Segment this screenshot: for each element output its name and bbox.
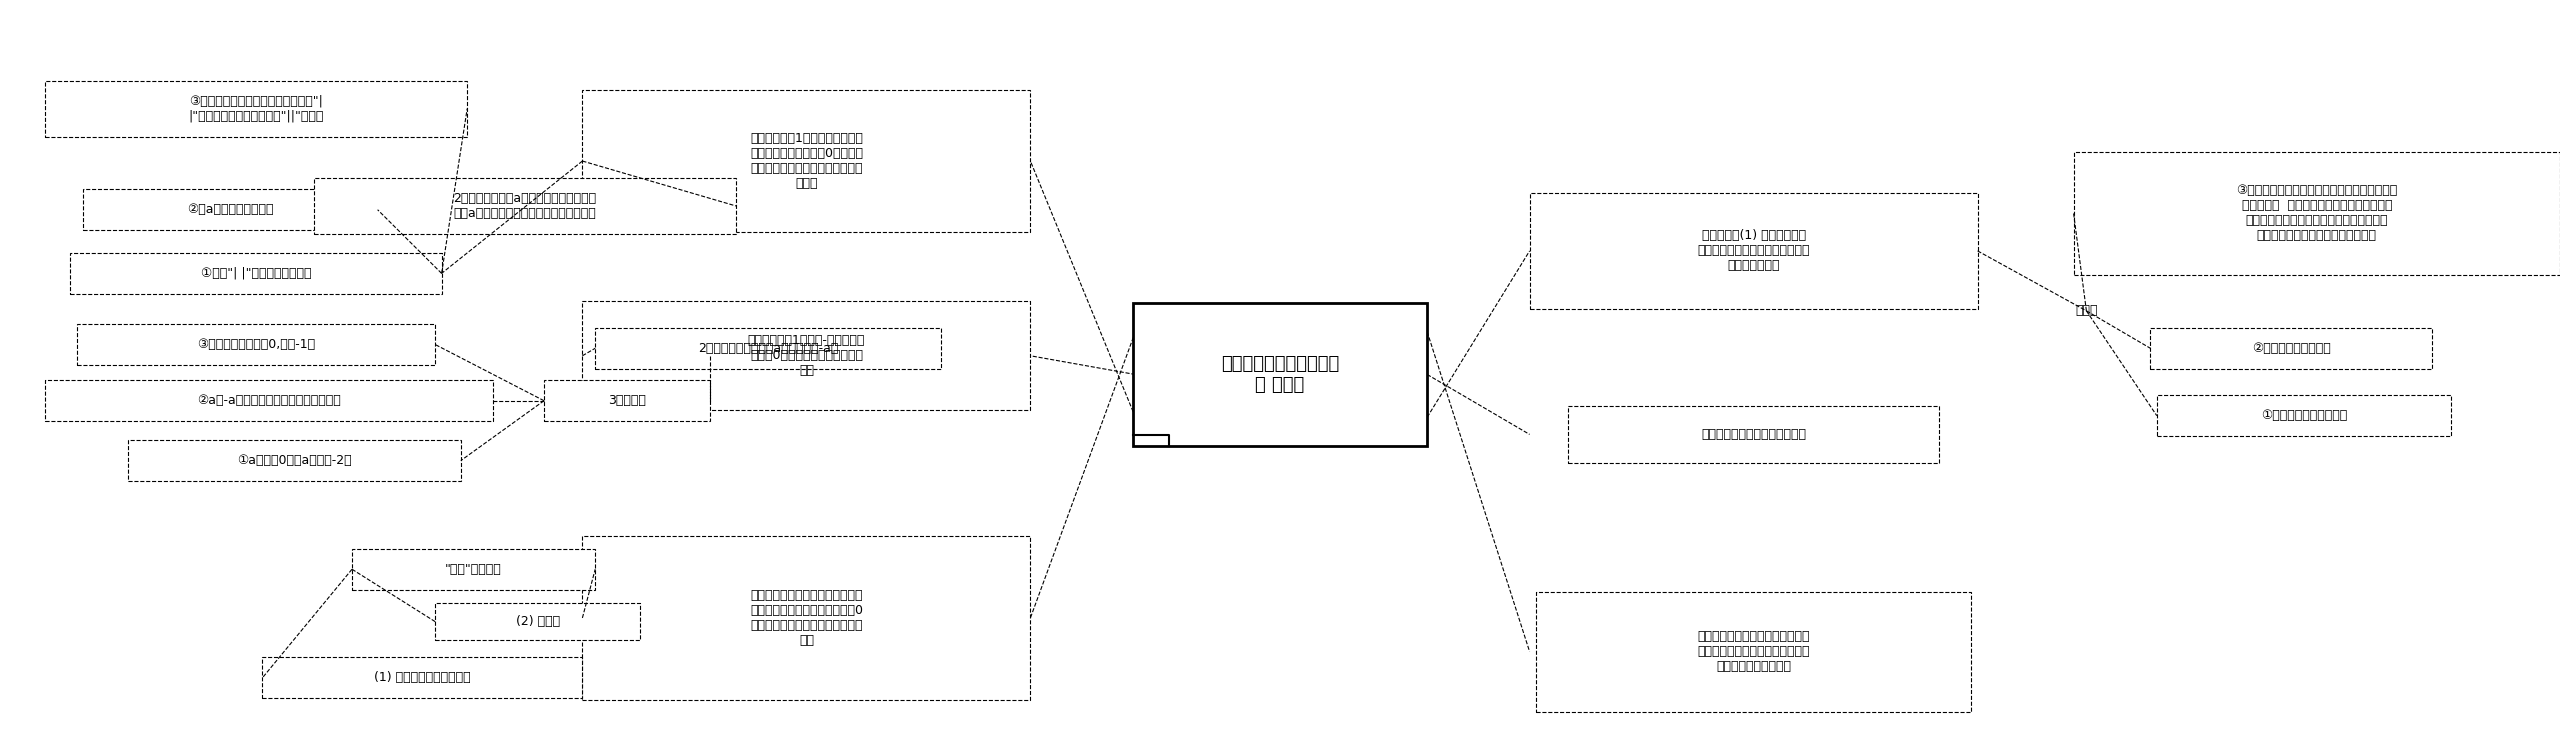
FancyBboxPatch shape xyxy=(594,327,942,369)
Text: 2、求相反数的公式：a的相反数为-a，: 2、求相反数的公式：a的相反数为-a， xyxy=(699,342,837,355)
FancyBboxPatch shape xyxy=(435,603,640,640)
FancyBboxPatch shape xyxy=(46,380,492,421)
FancyBboxPatch shape xyxy=(584,536,1029,700)
Text: (2) 有标准: (2) 有标准 xyxy=(515,615,561,628)
Text: "分类"的原则：: "分类"的原则： xyxy=(445,562,502,576)
Text: (1) 相称（不重、不漏）；: (1) 相称（不重、不漏）； xyxy=(374,671,471,685)
FancyBboxPatch shape xyxy=(1132,303,1428,446)
FancyBboxPatch shape xyxy=(1531,192,1976,309)
FancyBboxPatch shape xyxy=(2158,395,2452,436)
Text: 有理数的概念的内容包含有理数分
类的原则和方法，相反数，数轴，
绝对值的概念和特点。: 有理数的概念的内容包含有理数分 类的原则和方法，相反数，数轴， 绝对值的概念和特… xyxy=(1697,630,1810,673)
FancyBboxPatch shape xyxy=(82,189,379,231)
FancyBboxPatch shape xyxy=(128,440,461,482)
Text: 二、非负数：正数与零的统称。: 二、非负数：正数与零的统称。 xyxy=(1700,428,1807,441)
Text: ①直观地比较数的大小。: ①直观地比较数的大小。 xyxy=(2260,409,2348,422)
FancyBboxPatch shape xyxy=(72,252,440,294)
Text: ①符号"| |"是非负数的标志：: ①符号"| |"是非负数的标志： xyxy=(200,267,312,280)
Text: 初中数学知识点七年级上
册 有理数: 初中数学知识点七年级上 册 有理数 xyxy=(1221,355,1339,394)
FancyBboxPatch shape xyxy=(584,301,1029,410)
Text: ③所有的有理数都可以在数轴上表示出来，所有
的无理数也  都可以在数轴上表示出来，数轴
上的点有的表示有理数，有的表示无理数，
数轴上的点与实数是一一对应关系。: ③所有的有理数都可以在数轴上表示出来，所有 的无理数也 都可以在数轴上表示出来，… xyxy=(2237,184,2396,243)
Text: 一、有理数的分类：有理数包括整
数和分数，整数又包括正整数，0
和负整数，分数包括正分数和负分
数。: 一、有理数的分类：有理数包括整 数和分数，整数又包括正整数，0 和负整数，分数包… xyxy=(750,589,863,647)
Text: 三、相反数：1、定义-如果两个数
的和为0、那么这两个数互为相反
数。: 三、相反数：1、定义-如果两个数 的和为0、那么这两个数互为相反 数。 xyxy=(748,334,865,377)
Text: ②数a的绝对值只有一个: ②数a的绝对值只有一个 xyxy=(187,203,274,216)
Text: 五、绝对值：1、代数定义：正数
的绝对值是它的本身，0的绝对值
是它的本身，负数的绝对值是它的
相反数: 五、绝对值：1、代数定义：正数 的绝对值是它的本身，0的绝对值 是它的本身，负数… xyxy=(750,132,863,190)
Text: 四、数轴：(1) 定义（三要素
）：具有原点、正方向、单位长度
的直线叫数轴。: 四、数轴：(1) 定义（三要素 ）：具有原点、正方向、单位长度 的直线叫数轴。 xyxy=(1697,229,1810,273)
FancyBboxPatch shape xyxy=(77,324,435,365)
FancyBboxPatch shape xyxy=(1536,592,1971,712)
Text: 2、几何意义：数a的绝对值的几何意义是
实数a在数轴上所对应的点到原点的距离。: 2、几何意义：数a的绝对值的几何意义是 实数a在数轴上所对应的点到原点的距离。 xyxy=(453,192,596,220)
FancyBboxPatch shape xyxy=(2150,327,2432,369)
FancyBboxPatch shape xyxy=(2074,151,2560,276)
Text: ③处理任何类型的题目，只要其中有"|
|"出现，其关键一步是去绝"||"符号。: ③处理任何类型的题目，只要其中有"| |"出现，其关键一步是去绝"||"符号。 xyxy=(189,94,323,123)
Text: ①a不等于0时，a不等于-2，: ①a不等于0时，a不等于-2， xyxy=(238,454,351,467)
FancyBboxPatch shape xyxy=(584,90,1029,232)
Text: ②明确绝对值的意义。: ②明确绝对值的意义。 xyxy=(2253,342,2330,355)
Text: 作用：: 作用： xyxy=(2076,304,2097,318)
FancyBboxPatch shape xyxy=(1567,406,1940,462)
FancyBboxPatch shape xyxy=(353,548,596,590)
Text: 3、性质：: 3、性质： xyxy=(609,394,645,407)
Text: ②a与-a在数轴上的位置关于原点对称；: ②a与-a在数轴上的位置关于原点对称； xyxy=(197,394,340,407)
FancyBboxPatch shape xyxy=(312,178,737,234)
FancyBboxPatch shape xyxy=(46,81,466,136)
FancyBboxPatch shape xyxy=(545,380,709,421)
FancyBboxPatch shape xyxy=(264,658,584,698)
Text: ③两个相反数的和为0,和为-1。: ③两个相反数的和为0,和为-1。 xyxy=(197,338,315,351)
